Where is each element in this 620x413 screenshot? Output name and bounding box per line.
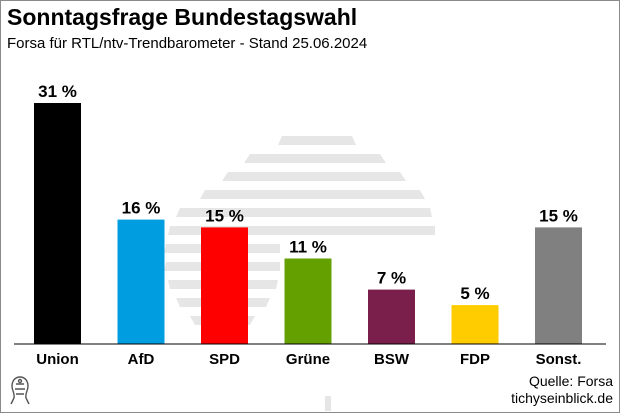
bar-5	[451, 305, 499, 344]
category-label-5: FDP	[460, 351, 490, 368]
category-label-2: SPD	[209, 351, 240, 368]
bar-3	[284, 258, 332, 344]
bar-1	[117, 219, 165, 344]
category-label-0: Union	[36, 351, 79, 368]
site-text: tichyseinblick.de	[511, 390, 613, 406]
value-label-5: 5 %	[460, 284, 489, 303]
category-label-4: BSW	[374, 351, 410, 368]
category-label-6: Sonst.	[536, 351, 582, 368]
value-label-4: 7 %	[377, 269, 406, 288]
value-label-3: 11 %	[289, 238, 327, 257]
chart-subtitle: Forsa für RTL/ntv-Trendbarometer - Stand…	[7, 35, 368, 52]
value-label-6: 15 %	[539, 206, 578, 225]
value-label-0: 31 %	[38, 82, 77, 101]
source-note: Quelle: Forsa tichyseinblick.de	[511, 373, 613, 407]
bar-0	[34, 103, 81, 344]
chart-title: Sonntagsfrage Bundestagswahl	[7, 4, 358, 30]
category-label-3: Grüne	[286, 351, 330, 368]
source-text: Quelle: Forsa	[528, 373, 613, 389]
value-label-1: 16 %	[122, 199, 161, 218]
eagle-logo-icon	[10, 376, 30, 405]
bar-2	[201, 227, 248, 344]
bar-4	[368, 289, 415, 344]
bar-6	[535, 227, 582, 344]
category-label-1: AfD	[128, 351, 155, 368]
value-label-2: 15 %	[205, 206, 244, 225]
